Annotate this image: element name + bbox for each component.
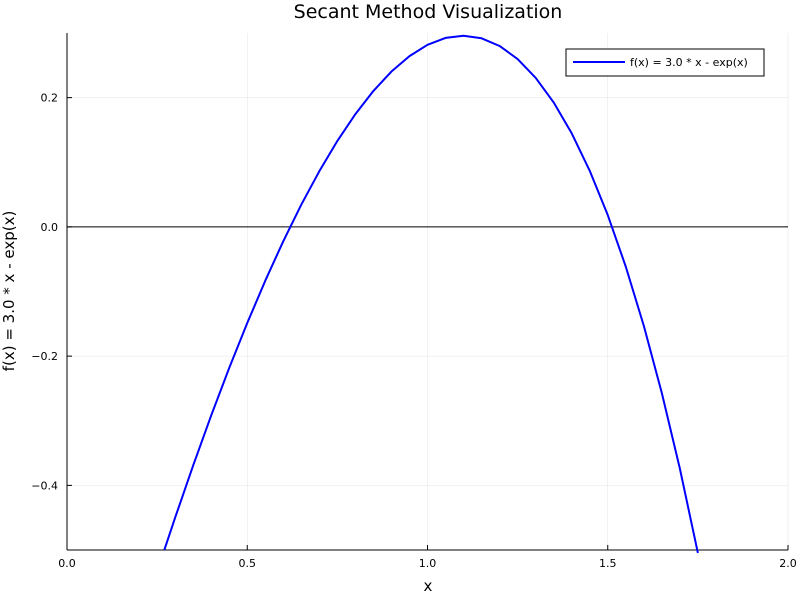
x-tick-label: 0.0 xyxy=(58,557,76,570)
y-tick-label: −0.4 xyxy=(31,479,58,492)
y-tick-label: −0.2 xyxy=(31,350,58,363)
x-axis-title: x xyxy=(424,577,433,595)
x-tick-label: 0.5 xyxy=(239,557,257,570)
x-tick-label: 1.0 xyxy=(419,557,437,570)
x-tick-label: 1.5 xyxy=(599,557,617,570)
series-line xyxy=(163,34,699,554)
chart-title: Secant Method Visualization xyxy=(294,1,563,23)
y-axis-title: f(x) = 3.0 * x - exp(x) xyxy=(0,211,18,372)
legend: f(x) = 3.0 * x - exp(x) xyxy=(565,48,765,77)
series-layer xyxy=(67,34,788,554)
y-tick-label: 0.2 xyxy=(41,92,59,105)
y-tick-label: 0.0 xyxy=(41,221,59,234)
ticks: 0.0 0.5 1.0 1.5 2.0 −0.4 −0.2 0.0 0.2 xyxy=(31,92,796,570)
legend-label: f(x) = 3.0 * x - exp(x) xyxy=(630,56,748,69)
x-tick-label: 2.0 xyxy=(779,557,797,570)
